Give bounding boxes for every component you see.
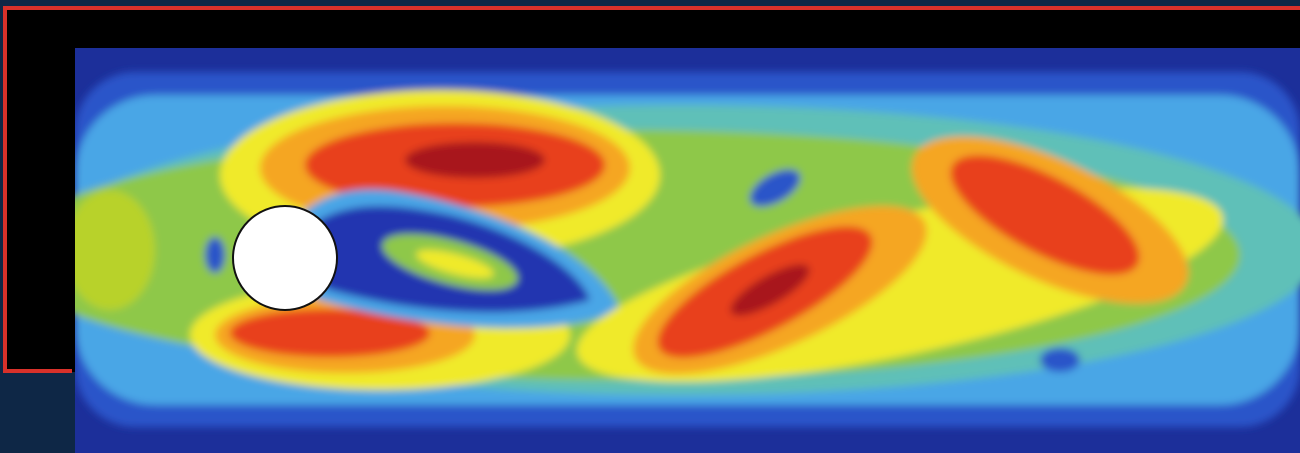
- frame-border: [3, 6, 1300, 373]
- inlet-yellowgreen: [75, 190, 155, 310]
- spot-front: [205, 237, 225, 273]
- right-red: [950, 155, 1140, 275]
- lower-red: [230, 309, 430, 357]
- mid-core: [730, 264, 810, 316]
- cylinder: [232, 205, 338, 311]
- frame-left: [5, 8, 75, 372]
- contours: [75, 72, 1300, 427]
- upper-core: [405, 142, 545, 178]
- frame-top: [5, 8, 1300, 48]
- spot-upper: [749, 169, 801, 207]
- spot-lower: [1040, 348, 1080, 372]
- wake-yellow: [416, 249, 494, 279]
- contour-field: [75, 48, 1300, 453]
